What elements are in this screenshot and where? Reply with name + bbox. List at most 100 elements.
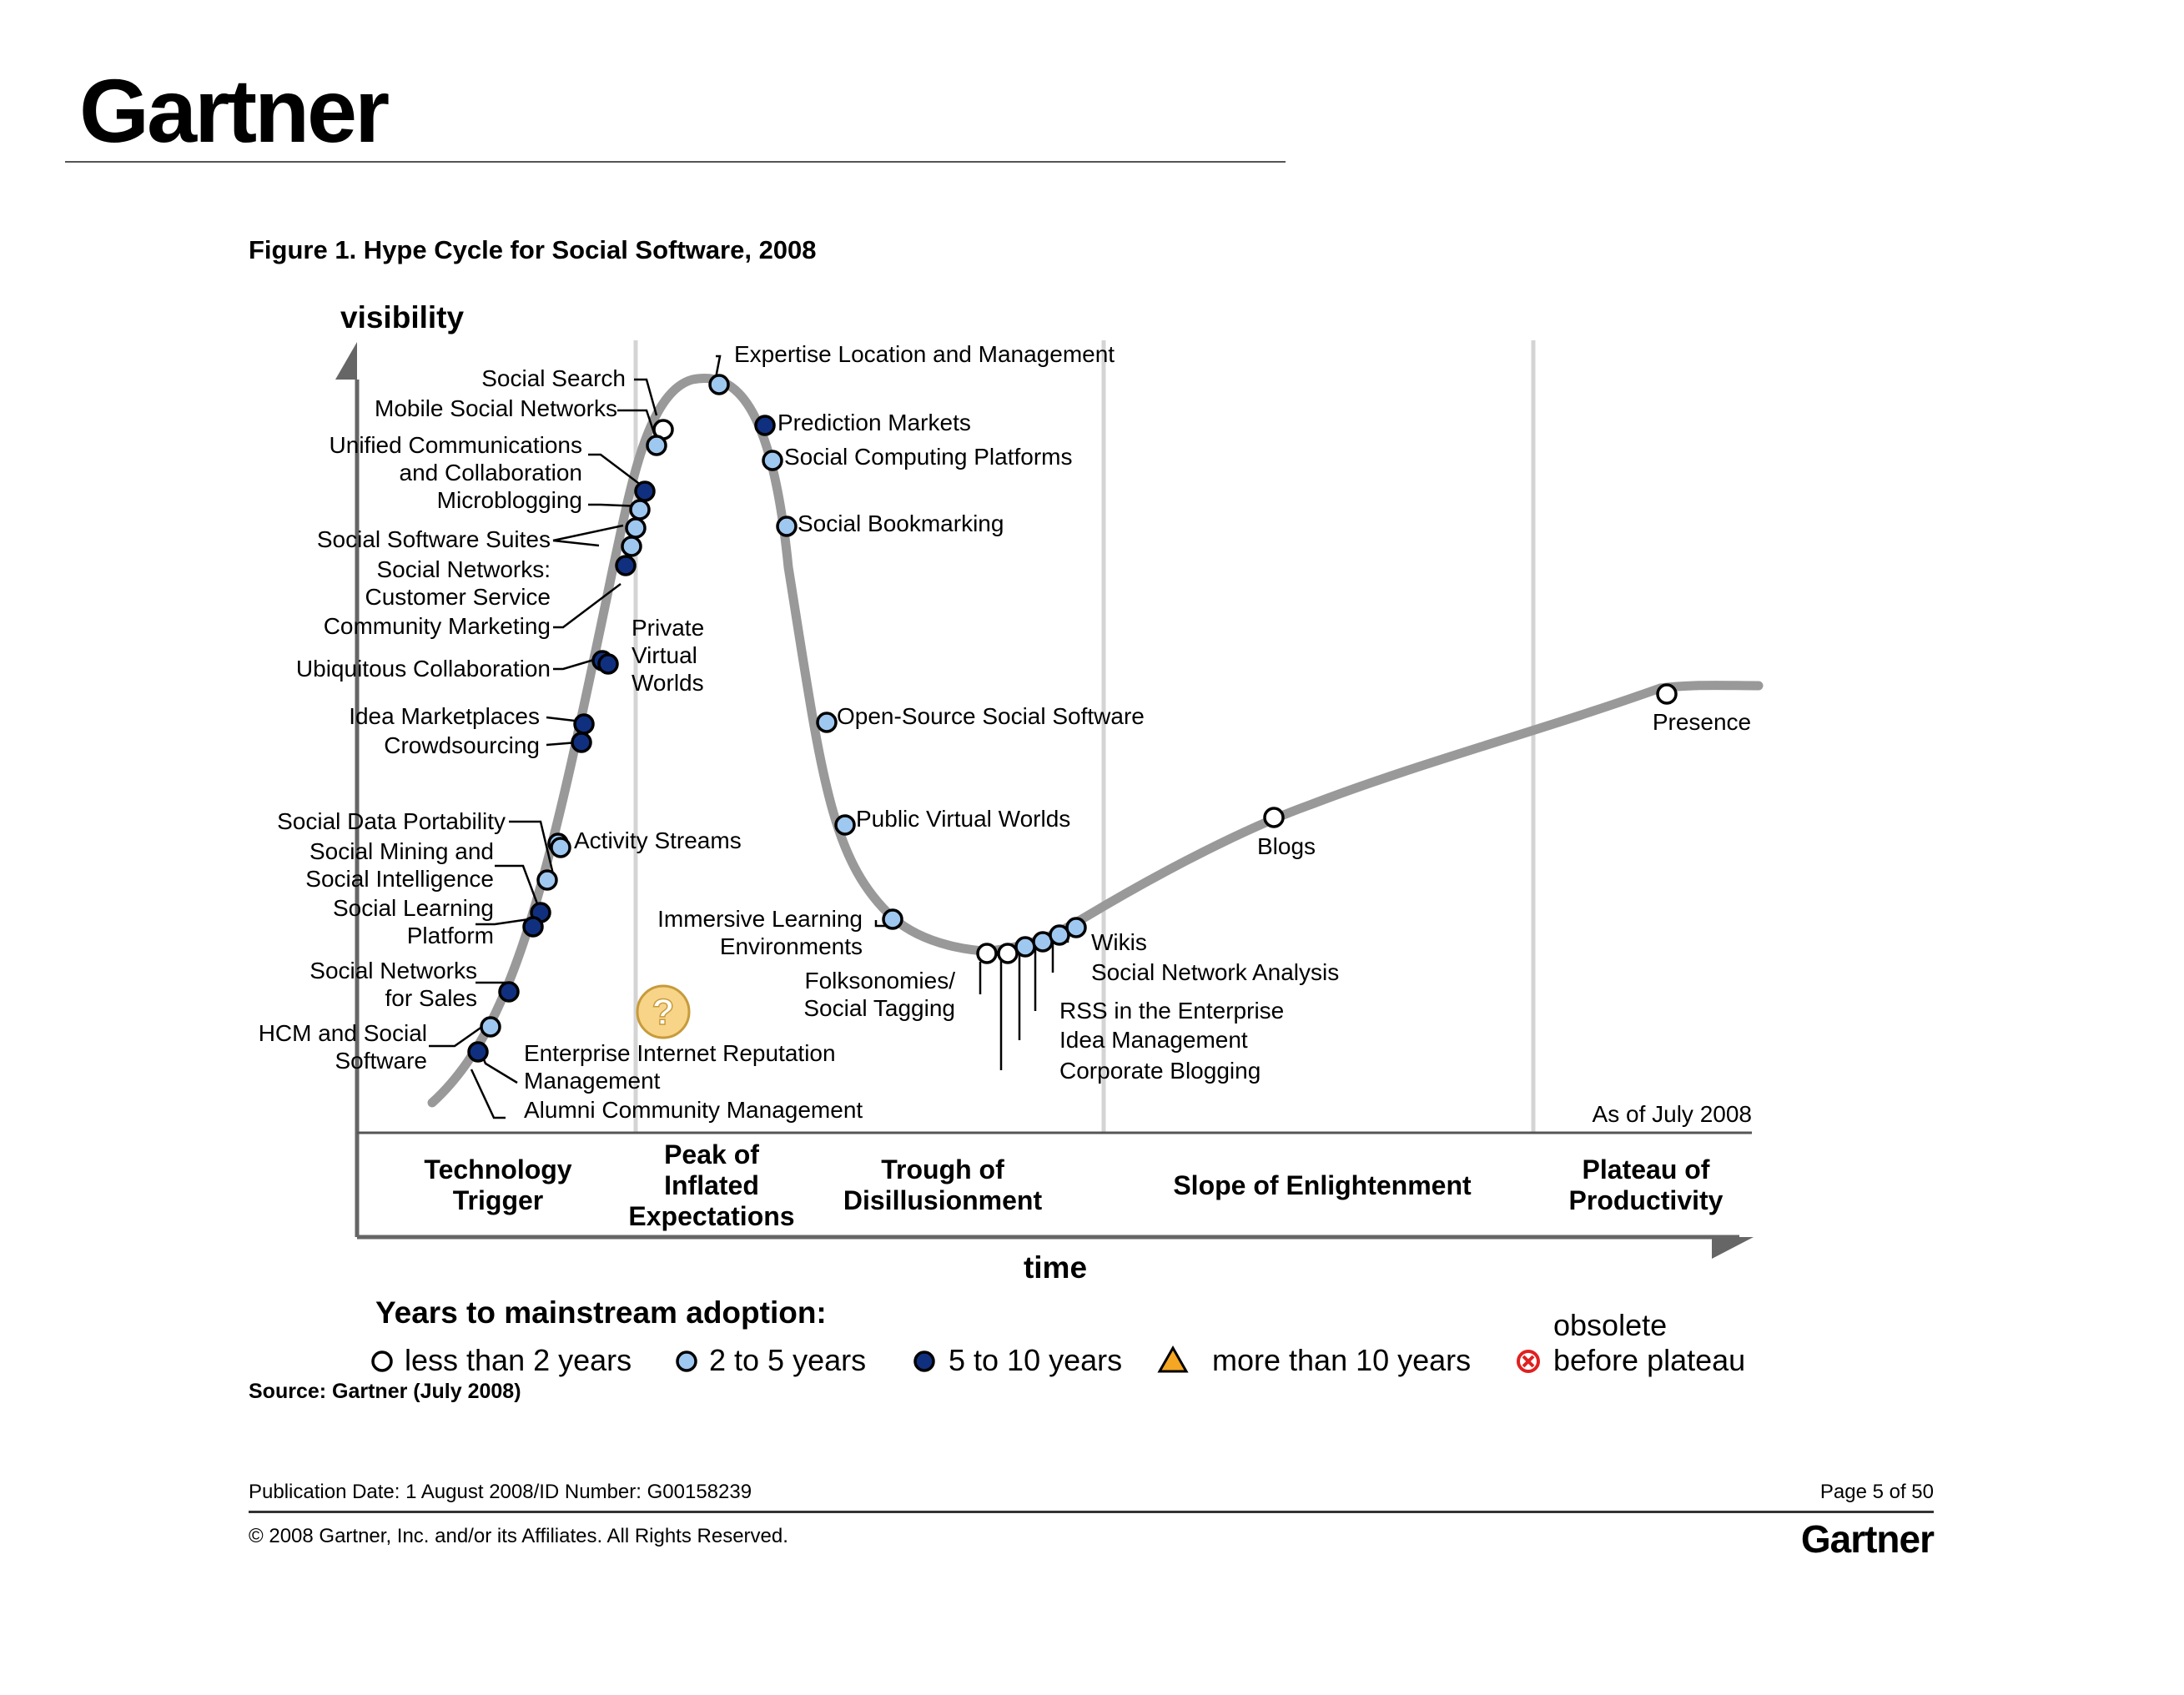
technology-marker (615, 555, 637, 576)
technology-marker (621, 536, 642, 557)
technology-label: HCM and Social (259, 1020, 427, 1046)
phase-label: Slope of Enlightenment (1173, 1170, 1472, 1200)
technology-marker (776, 516, 798, 537)
technology-marker (976, 943, 998, 964)
technology-label: for Sales (385, 985, 478, 1011)
phase-label: Productivity (1569, 1185, 1724, 1215)
leader-line (588, 503, 642, 508)
technology-marker (571, 732, 592, 753)
technology-label: Microblogging (437, 487, 582, 513)
hype-curve (427, 374, 1764, 1108)
phase-label: Plateau of (1583, 1154, 1710, 1184)
technology-marker (1014, 936, 1036, 958)
question-mark-icon: ? (636, 984, 691, 1039)
gartner-logo: Gartner (79, 60, 390, 161)
technology-label: Virtual (632, 642, 697, 668)
y-axis-label: visibility (340, 300, 464, 334)
leader-line (553, 656, 603, 671)
technology-label: Software (335, 1048, 428, 1074)
leader-line (553, 583, 621, 629)
technology-label: Idea Management (1059, 1027, 1248, 1053)
question-mark-icon-circle (636, 984, 691, 1039)
technology-marker (625, 517, 647, 539)
phase-label: Expectations (628, 1201, 794, 1231)
legend-marker (371, 1350, 393, 1372)
leader-line (495, 864, 540, 907)
technology-marker (597, 653, 619, 675)
technology-label: Private (632, 615, 704, 641)
leader-line (552, 524, 624, 542)
technology-label: Immersive Learning (657, 906, 863, 932)
technology-label: Public Virtual Worlds (856, 806, 1070, 832)
technology-label: Social Tagging (803, 995, 955, 1021)
leader-line (714, 355, 722, 379)
technology-label: Social Intelligence (305, 866, 494, 892)
legend-title: Years to mainstream adoption: (375, 1295, 827, 1330)
y-axis-arrow (335, 342, 357, 380)
gartner-logo-footer: Gartner (1800, 1517, 1935, 1561)
legend-marker-obsolete-cross (1522, 1355, 1535, 1368)
technology-marker (629, 499, 651, 521)
phase-label: Peak of (664, 1139, 759, 1169)
technology-marker (522, 916, 544, 938)
legend-marker-triangle (1157, 1345, 1189, 1373)
technology-marker (708, 374, 730, 395)
technology-label: Environments (720, 933, 863, 959)
technology-label: Social Networks (309, 958, 477, 983)
technology-marker (834, 814, 856, 836)
technology-label: Blogs (1257, 833, 1316, 859)
technology-marker (754, 415, 776, 436)
technology-label: Crowdsourcing (384, 732, 540, 758)
technology-label: Open-Source Social Software (837, 703, 1145, 729)
technology-label: RSS in the Enterprise (1059, 998, 1284, 1024)
leader-line (552, 539, 600, 547)
phase-label: Technology (424, 1154, 571, 1184)
technology-marker (1656, 683, 1678, 705)
copyright: © 2008 Gartner, Inc. and/or its Affiliat… (249, 1525, 788, 1547)
technology-label: Management (524, 1068, 661, 1094)
technology-label: Corporate Blogging (1059, 1058, 1261, 1084)
technology-label: Unified Communications (330, 432, 582, 458)
technology-label: Social Network Analysis (1091, 959, 1339, 985)
technology-label: Activity Streams (574, 827, 742, 853)
technology-label: Platform (407, 923, 494, 948)
leader-line (588, 453, 646, 489)
x-axis-label: time (1024, 1250, 1087, 1285)
technology-marker (480, 1016, 501, 1038)
legend-marker (913, 1350, 935, 1372)
phase-label: Trough of (881, 1154, 1004, 1184)
technology-label: Expertise Location and Management (734, 341, 1115, 367)
technology-marker (498, 981, 520, 1003)
technology-label: Idea Marketplaces (349, 703, 540, 729)
technology-marker (467, 1041, 489, 1063)
technology-marker (1263, 807, 1285, 828)
technology-label: Folksonomies/ (804, 968, 955, 993)
phase-label: Trigger (453, 1185, 543, 1215)
technology-marker (882, 908, 903, 930)
page-number: Page 5 of 50 (1819, 1481, 1934, 1503)
legend-label: obsolete (1553, 1308, 1667, 1342)
leader-line (470, 1069, 506, 1119)
legend-label: less than 2 years (405, 1343, 632, 1377)
as-of-label: As of July 2008 (1593, 1101, 1752, 1127)
leader-line (634, 378, 658, 416)
source-note: Source: Gartner (July 2008) (249, 1380, 521, 1403)
technology-label: Social Bookmarking (798, 511, 1004, 536)
technology-label: Alumni Community Management (524, 1097, 863, 1123)
technology-marker (536, 869, 558, 891)
technology-label: Social Learning (333, 895, 494, 921)
legend-label: more than 10 years (1212, 1343, 1471, 1377)
technology-marker (634, 480, 656, 502)
technology-label: Social Software Suites (317, 526, 551, 552)
technology-label: Social Search (481, 365, 626, 391)
technology-label: Community Marketing (324, 613, 551, 639)
legend-label: 5 to 10 years (949, 1343, 1122, 1377)
leader-line (509, 820, 556, 878)
technology-label: Social Networks: (376, 556, 551, 582)
technology-label: Enterprise Internet Reputation (524, 1040, 836, 1066)
footer-divider (249, 1511, 1934, 1513)
technology-label: Social Data Portability (277, 808, 506, 834)
legend-marker (676, 1350, 697, 1372)
technology-label: Presence (1653, 709, 1751, 735)
